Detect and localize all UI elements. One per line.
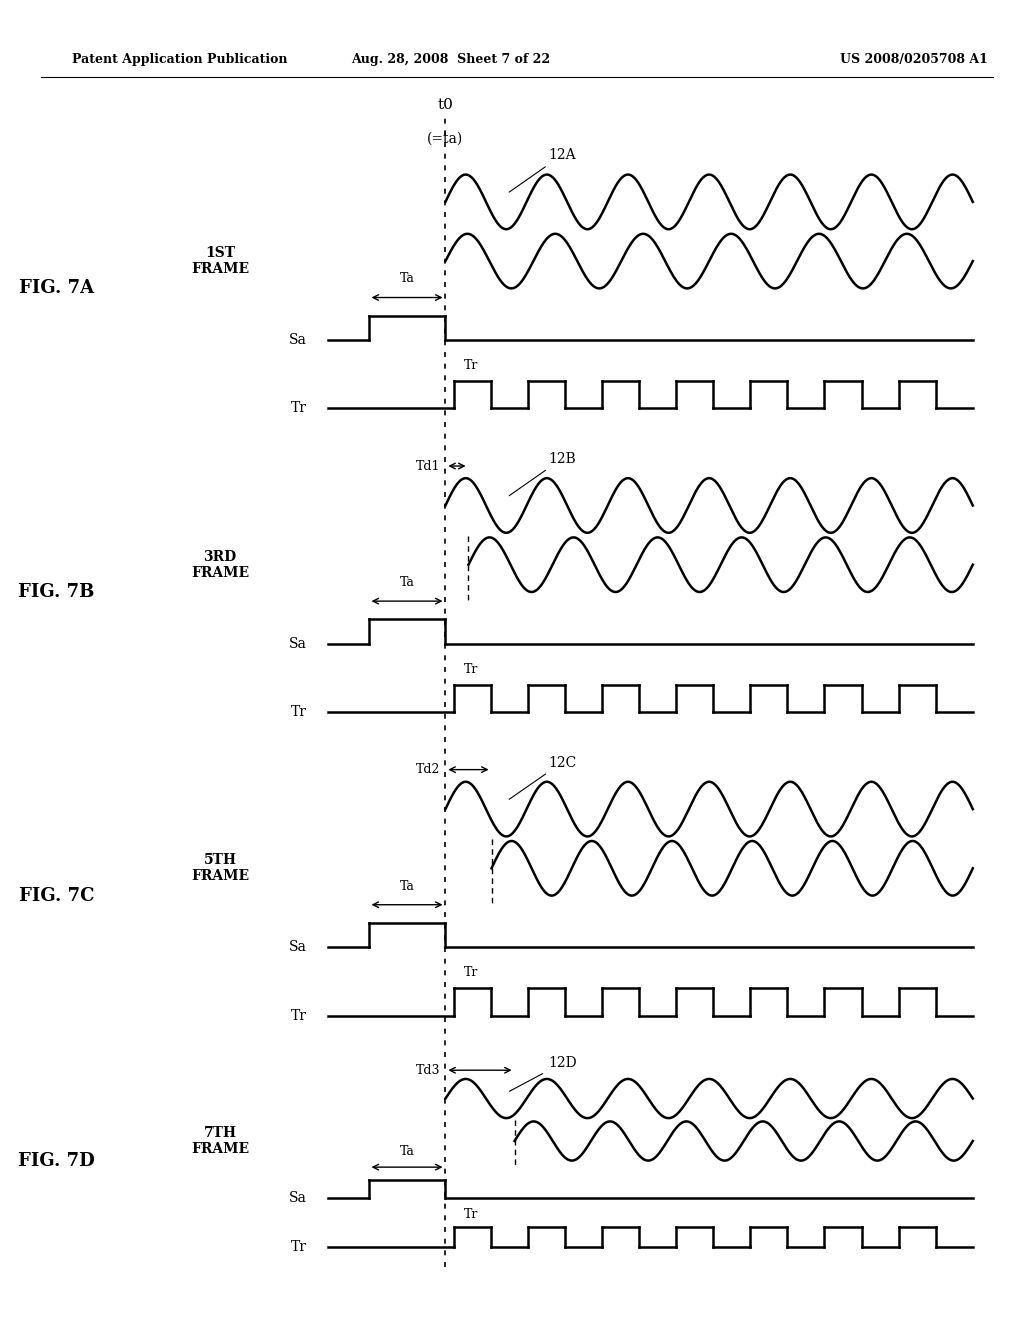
Text: Aug. 28, 2008  Sheet 7 of 22: Aug. 28, 2008 Sheet 7 of 22 bbox=[351, 53, 550, 66]
Text: t0: t0 bbox=[437, 98, 454, 112]
Text: 12A: 12A bbox=[509, 148, 575, 193]
Text: Sa: Sa bbox=[290, 636, 307, 651]
Text: Tr: Tr bbox=[464, 966, 478, 979]
Text: FIG. 7A: FIG. 7A bbox=[18, 280, 94, 297]
Text: 1ST
FRAME: 1ST FRAME bbox=[191, 246, 249, 276]
Text: 12D: 12D bbox=[509, 1056, 577, 1092]
Text: 3RD
FRAME: 3RD FRAME bbox=[191, 549, 249, 579]
Text: Sa: Sa bbox=[290, 1191, 307, 1205]
Text: Tr: Tr bbox=[291, 1239, 307, 1254]
Text: 12C: 12C bbox=[509, 755, 577, 800]
Text: Tr: Tr bbox=[464, 663, 478, 676]
Text: Sa: Sa bbox=[290, 333, 307, 347]
Text: FIG. 7D: FIG. 7D bbox=[18, 1151, 94, 1170]
Text: Td2: Td2 bbox=[416, 763, 440, 776]
Text: 12B: 12B bbox=[509, 451, 575, 496]
Text: Tr: Tr bbox=[291, 705, 307, 719]
Text: (=ta): (=ta) bbox=[427, 132, 464, 147]
Text: FIG. 7B: FIG. 7B bbox=[18, 583, 94, 601]
Text: 7TH
FRAME: 7TH FRAME bbox=[191, 1126, 249, 1156]
Text: Ta: Ta bbox=[399, 879, 415, 892]
Text: Tr: Tr bbox=[464, 359, 478, 372]
Text: Tr: Tr bbox=[291, 401, 307, 416]
Text: Tr: Tr bbox=[291, 1008, 307, 1023]
Text: Ta: Ta bbox=[399, 1146, 415, 1159]
Text: 5TH
FRAME: 5TH FRAME bbox=[191, 853, 249, 883]
Text: Td1: Td1 bbox=[416, 459, 440, 473]
Text: Td3: Td3 bbox=[416, 1064, 440, 1077]
Text: FIG. 7C: FIG. 7C bbox=[18, 887, 94, 904]
Text: Sa: Sa bbox=[290, 940, 307, 954]
Text: US 2008/0205708 A1: US 2008/0205708 A1 bbox=[840, 53, 987, 66]
Text: Tr: Tr bbox=[464, 1208, 478, 1221]
Text: Ta: Ta bbox=[399, 272, 415, 285]
Text: Patent Application Publication: Patent Application Publication bbox=[72, 53, 287, 66]
Text: Ta: Ta bbox=[399, 576, 415, 589]
